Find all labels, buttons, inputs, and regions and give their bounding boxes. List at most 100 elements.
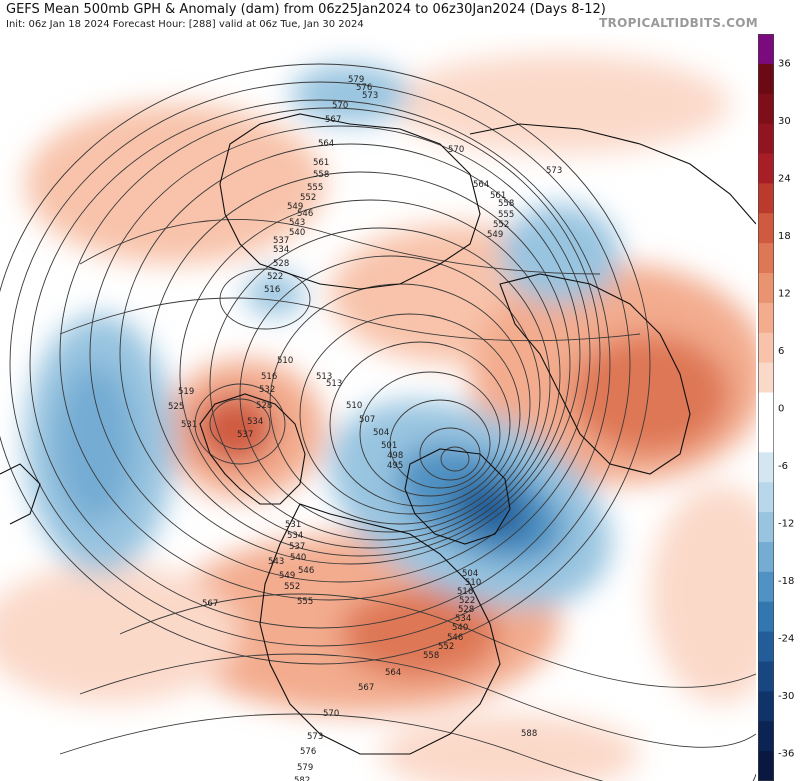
contour-label: 549 (279, 571, 295, 581)
contour-alaska-ridge-inner (209, 398, 271, 450)
contour-label: 534 (273, 245, 289, 255)
coast-europe (499, 273, 691, 475)
contour-label: 519 (178, 387, 194, 397)
positive-anomaly-arctic-siberia (390, 54, 730, 154)
negative-anomaly-bering-core (55, 364, 135, 524)
contour-label: 504 (373, 428, 389, 438)
colorbar-tick-label: 18 (778, 231, 791, 242)
contour-label: 540 (289, 228, 305, 238)
contour-label: 558 (423, 651, 439, 661)
colorbar-tick-label: -18 (778, 576, 794, 587)
contour-label: 552 (284, 582, 300, 592)
contour-label: 573 (362, 91, 378, 101)
colorbar-swatch (758, 273, 774, 304)
contour-label: 543 (289, 218, 305, 228)
contour-label: 516 (457, 587, 473, 597)
positive-anomaly-alaska-core (195, 394, 275, 464)
contour-label: 522 (267, 272, 283, 282)
contour-label: 549 (287, 202, 303, 212)
colorbar-swatch (758, 721, 774, 752)
contour-label: 537 (273, 236, 289, 246)
contour-label-layer: 579 576 573 570 567 564 561 558 555 552 … (168, 75, 562, 781)
anomaly-map: 579 576 573 570 567 564 561 558 555 552 … (0, 34, 756, 781)
contour-label: 570 (323, 709, 339, 719)
contour-label: 546 (447, 633, 463, 643)
contour-label: 531 (285, 520, 301, 530)
colorbar-swatch (758, 482, 774, 513)
coast-alaska (199, 393, 306, 505)
colorbar-swatch (758, 661, 774, 692)
chart-header: GEFS Mean 500mb GPH & Anomaly (dam) from… (0, 0, 800, 34)
negative-anomaly-asia-north (290, 64, 410, 124)
contour-inner-low (440, 446, 470, 472)
contour-label: 537 (289, 542, 305, 552)
contour-label: 567 (202, 599, 218, 609)
contour-label: 555 (307, 183, 323, 193)
colorbar-tick-label: 6 (778, 346, 784, 357)
contour-label: 528 (256, 401, 272, 411)
positive-anomaly-north-pacific (25, 104, 325, 264)
colorbar-tick-label: 24 (778, 174, 791, 185)
anomaly-shading (0, 54, 756, 781)
colorbar-swatch (758, 601, 774, 633)
coastlines (0, 113, 756, 755)
contour-label: 558 (498, 199, 514, 209)
contour-label: 576 (300, 747, 316, 757)
colorbar-swatch (758, 362, 774, 394)
contour-label: 531 (181, 420, 197, 430)
contour-label: 555 (297, 597, 313, 607)
colorbar-swatch (758, 452, 774, 483)
contour-label: 510 (277, 356, 293, 366)
negative-anomaly-siberia-small (245, 272, 305, 316)
contour-label: 579 (348, 75, 364, 85)
colorbar-tick-label: 0 (778, 404, 784, 415)
contour-label: 532 (259, 385, 275, 395)
contour-label: 564 (473, 180, 489, 190)
contour-outer-13 (329, 341, 511, 507)
colorbar: 36 30 24 18 12 6 0 -6 -12 -18 -24 -30 -36 (758, 34, 794, 781)
contour-wave-4 (79, 653, 756, 748)
contour-outer-15 (389, 399, 491, 489)
contour-label: 504 (462, 569, 478, 579)
colorbar-swatch (758, 392, 774, 423)
contour-wave-1 (79, 219, 601, 275)
contour-label: 540 (290, 553, 306, 563)
chart-title: GEFS Mean 500mb GPH & Anomaly (dam) from… (6, 2, 606, 17)
contour-outer-4 (59, 107, 601, 601)
height-contours (0, 63, 756, 781)
contour-label: 534 (455, 614, 471, 624)
contour-label: 507 (359, 415, 375, 425)
colorbar-swatch (758, 751, 774, 781)
colorbar-swatch (758, 512, 774, 543)
contour-label: 561 (490, 191, 506, 201)
contour-outer-5 (89, 125, 591, 583)
contour-label: 549 (487, 230, 503, 240)
contour-label: 573 (307, 732, 323, 742)
contour-label: 546 (297, 209, 313, 219)
contour-label: 510 (465, 578, 481, 588)
contour-outer-10 (239, 255, 541, 533)
positive-anomaly-great-lakes (340, 589, 500, 679)
contour-label: 498 (387, 451, 403, 461)
contour-label: 525 (168, 402, 184, 412)
colorbar-tick-label: -24 (778, 633, 794, 644)
contour-label: 564 (318, 139, 334, 149)
contour-label: 576 (356, 83, 372, 93)
contour-outer-1 (0, 63, 651, 665)
contour-label: 534 (287, 531, 303, 541)
colorbar-tick-label: 30 (778, 116, 791, 127)
colorbar-swatch (758, 153, 774, 184)
brand-watermark: TROPICALTIDBITS.COM (599, 16, 758, 30)
colorbar-swatch (758, 34, 774, 65)
contour-outer-7 (149, 171, 571, 557)
contour-label: 588 (521, 729, 537, 739)
coast-russia-north (469, 123, 756, 225)
coast-pacific-west (0, 463, 41, 525)
colorbar-swatch (758, 571, 774, 603)
contour-label: 564 (385, 668, 401, 678)
contour-label: 558 (313, 170, 329, 180)
colorbar-swatch (758, 541, 774, 573)
contour-label: 510 (346, 401, 362, 411)
colorbar-swatch (758, 183, 774, 214)
contour-outer-9 (209, 227, 551, 541)
